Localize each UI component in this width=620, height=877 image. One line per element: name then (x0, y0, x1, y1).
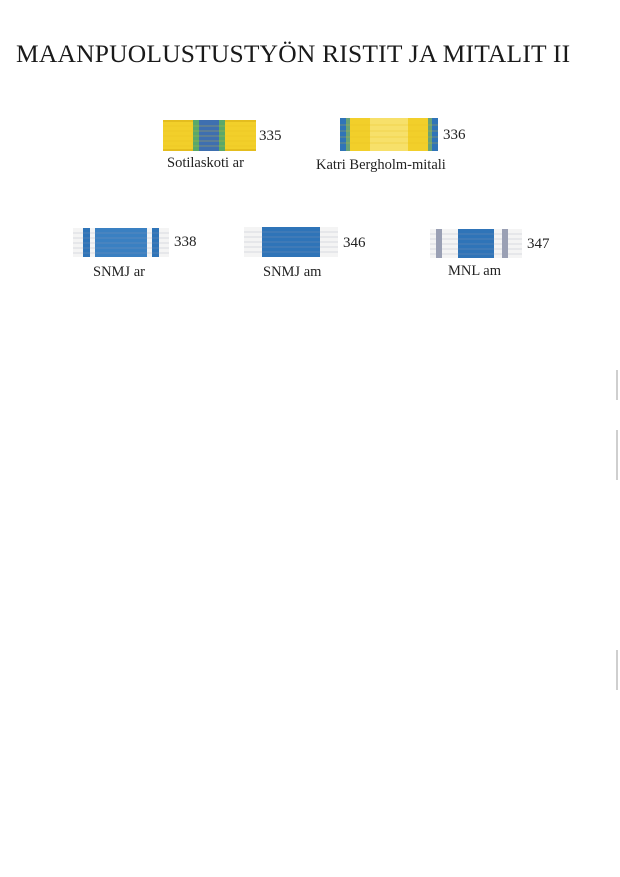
scan-edge-mark (616, 430, 618, 480)
scan-edge-mark (616, 370, 618, 400)
ribbon-336 (340, 118, 438, 151)
ribbon-caption: MNL am (448, 263, 502, 279)
ribbon-number: 336 (443, 127, 466, 143)
ribbon-caption: Sotilaskoti ar (167, 155, 244, 171)
scan-edge-mark (616, 650, 618, 690)
ribbon-caption: SNMJ am (263, 264, 322, 280)
ribbon-caption: SNMJ ar (93, 264, 145, 280)
ribbon-number: 338 (174, 234, 197, 250)
ribbon-number: 346 (343, 235, 366, 251)
page-title: MAANPUOLUSTUSTYÖN RISTIT JA MITALIT II (16, 39, 571, 68)
ribbon-346 (244, 227, 338, 257)
ribbon-number: 347 (527, 236, 550, 252)
ribbon-347 (430, 229, 522, 258)
ribbon-number: 335 (259, 128, 282, 144)
ribbon-caption: Katri Bergholm-mitali (316, 157, 446, 173)
ribbon-338 (73, 228, 169, 257)
ribbon-335 (163, 120, 256, 151)
